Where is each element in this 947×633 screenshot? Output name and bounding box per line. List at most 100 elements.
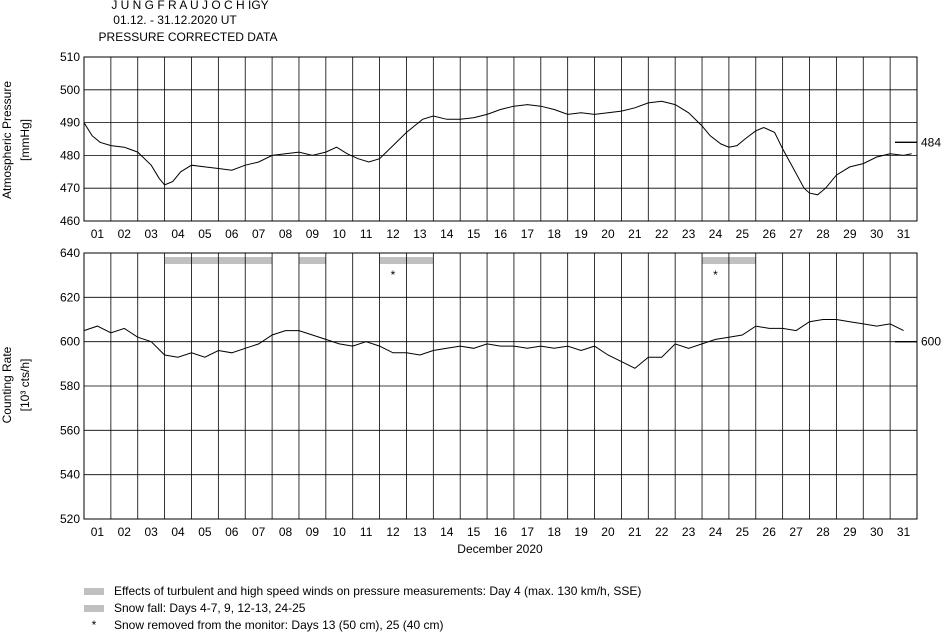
count-xtick-label-8: 09 — [306, 525, 320, 539]
count-xtick-label-1: 02 — [118, 525, 132, 539]
pressure-xtick-label-14: 15 — [467, 227, 481, 241]
pressure-ytick-label-0: 460 — [60, 214, 80, 228]
pressure-xtick-label-0: 01 — [91, 227, 105, 241]
legend-item-removed: * Snow removed from the monitor: Days 13… — [84, 618, 444, 632]
count-xtick-label-14: 15 — [467, 525, 481, 539]
pressure-reference-label: 484 — [921, 135, 941, 149]
pressure-xtick-label-9: 10 — [333, 227, 347, 241]
pressure-xtick-label-29: 30 — [870, 227, 884, 241]
pressure-ytick-label-1: 470 — [60, 181, 80, 195]
pressure-ylabel-line2: [mmHg] — [18, 119, 32, 161]
count-xtick-label-21: 22 — [655, 525, 669, 539]
legend-item-snow: Snow fall: Days 4-7, 9, 12-13, 24-25 — [84, 601, 305, 615]
count-xtick-label-4: 05 — [198, 525, 212, 539]
pressure-xtick-label-21: 22 — [655, 227, 669, 241]
count-series-line-0 — [83, 319, 904, 369]
pressure-xtick-label-19: 20 — [601, 227, 615, 241]
count-ytick-label-6: 640 — [60, 246, 80, 260]
count-xtick-label-12: 13 — [413, 525, 427, 539]
count-snow-removed-marker-0: * — [391, 268, 396, 282]
pressure-xtick-label-15: 16 — [494, 227, 508, 241]
legend-text-snow: Snow fall: Days 4-7, 9, 12-13, 24-25 — [114, 601, 306, 615]
count-xtick-label-22: 23 — [682, 525, 696, 539]
count-ylabel-line2: [10³ cts/h] — [18, 359, 32, 412]
pressure-xtick-label-30: 31 — [897, 227, 911, 241]
count-ylabel-line1: Counting Rate — [0, 346, 14, 423]
pressure-ytick-label-5: 510 — [60, 50, 80, 64]
pressure-xtick-label-10: 11 — [360, 227, 373, 241]
pressure-frame — [83, 56, 918, 222]
chart-subtitle: PRESSURE CORRECTED DATA — [99, 30, 278, 44]
legend-text-wind: Effects of turbulent and high speed wind… — [114, 584, 642, 598]
legend-star-symbol: * — [91, 618, 97, 632]
pressure-panel: 460 470 480 490 500 510 01 02 03 04 05 06 07 08 09 10 11… — [60, 50, 941, 241]
legend-text-removed: Snow removed from the monitor: Days 13 (… — [114, 618, 444, 632]
legend-item-wind: Effects of turbulent and high speed wind… — [84, 584, 641, 598]
pressure-xtick-label-18: 19 — [574, 227, 588, 241]
count-xtick-label-23: 24 — [709, 525, 723, 539]
count-xtick-label-10: 11 — [360, 525, 373, 539]
pressure-xtick-label-23: 24 — [709, 227, 723, 241]
pressure-ytick-label-3: 490 — [60, 116, 80, 130]
count-xtick-label-6: 07 — [252, 525, 266, 539]
pressure-xtick-label-24: 25 — [736, 227, 750, 241]
legend-swatch-wind — [84, 587, 104, 595]
pressure-xtick-label-27: 28 — [816, 227, 830, 241]
count-xtick-label-2: 03 — [144, 525, 158, 539]
count-xtick-label-11: 12 — [386, 525, 400, 539]
pressure-ylabel-line1: Atmospheric Pressure — [0, 81, 14, 199]
pressure-xtick-label-28: 29 — [843, 227, 857, 241]
count-ytick-label-0: 520 — [60, 512, 80, 526]
count-ytick-label-1: 540 — [60, 468, 80, 482]
pressure-xtick-label-25: 26 — [763, 227, 777, 241]
count-xtick-label-27: 28 — [816, 525, 830, 539]
count-xlabel: December 2020 — [457, 542, 543, 556]
count-xtick-label-15: 16 — [494, 525, 508, 539]
pressure-xtick-label-20: 21 — [628, 227, 642, 241]
count-xtick-label-16: 17 — [521, 525, 535, 539]
count-snow-removed-marker-1: * — [713, 268, 718, 282]
count-ytick-label-3: 580 — [60, 379, 80, 393]
count-xtick-label-25: 26 — [763, 525, 777, 539]
pressure-xtick-label-5: 06 — [225, 227, 239, 241]
count-xtick-label-24: 25 — [736, 525, 750, 539]
count-ytick-label-4: 600 — [60, 335, 80, 349]
count-reference-label: 600 — [921, 335, 941, 349]
count-xtick-label-19: 20 — [601, 525, 615, 539]
count-xtick-label-13: 14 — [440, 525, 454, 539]
count-xtick-label-5: 06 — [225, 525, 239, 539]
pressure-xtick-label-17: 18 — [548, 227, 562, 241]
pressure-xtick-label-8: 09 — [306, 227, 320, 241]
pressure-xtick-label-12: 13 — [413, 227, 427, 241]
pressure-xtick-label-7: 08 — [279, 227, 293, 241]
pressure-xtick-label-2: 03 — [144, 227, 158, 241]
count-xtick-label-30: 31 — [897, 525, 911, 539]
count-xtick-label-0: 01 — [91, 525, 105, 539]
count-snow-band-1 — [298, 257, 326, 264]
pressure-xtick-label-6: 07 — [252, 227, 266, 241]
pressure-xtick-label-22: 23 — [682, 227, 696, 241]
pressure-ytick-label-2: 480 — [60, 148, 80, 162]
pressure-series-line-0 — [83, 100, 912, 196]
count-xtick-label-3: 04 — [171, 525, 185, 539]
count-xtick-label-26: 27 — [789, 525, 803, 539]
count-ytick-label-5: 620 — [60, 290, 80, 304]
pressure-ytick-label-4: 500 — [60, 83, 80, 97]
count-xtick-label-18: 19 — [574, 525, 588, 539]
counting-rate-panel: 520 540 560 580 600 620 640 01 02 03 04 05 06 07 08 09 1… — [60, 246, 941, 539]
pressure-xtick-label-1: 02 — [118, 227, 132, 241]
count-ytick-label-2: 560 — [60, 423, 80, 437]
pressure-xtick-label-3: 04 — [171, 227, 185, 241]
count-xtick-label-7: 08 — [279, 525, 293, 539]
pressure-xtick-label-16: 17 — [521, 227, 535, 241]
count-xtick-label-17: 18 — [548, 525, 562, 539]
count-xtick-label-28: 29 — [843, 525, 857, 539]
count-xtick-label-9: 10 — [333, 525, 347, 539]
pressure-xtick-label-11: 12 — [386, 227, 400, 241]
pressure-xtick-label-4: 05 — [198, 227, 212, 241]
count-xtick-label-20: 21 — [628, 525, 642, 539]
legend-swatch-snow — [84, 604, 104, 612]
count-xtick-label-29: 30 — [870, 525, 884, 539]
chart-title-period: 01.12. - 31.12.2020 UT — [113, 13, 237, 27]
